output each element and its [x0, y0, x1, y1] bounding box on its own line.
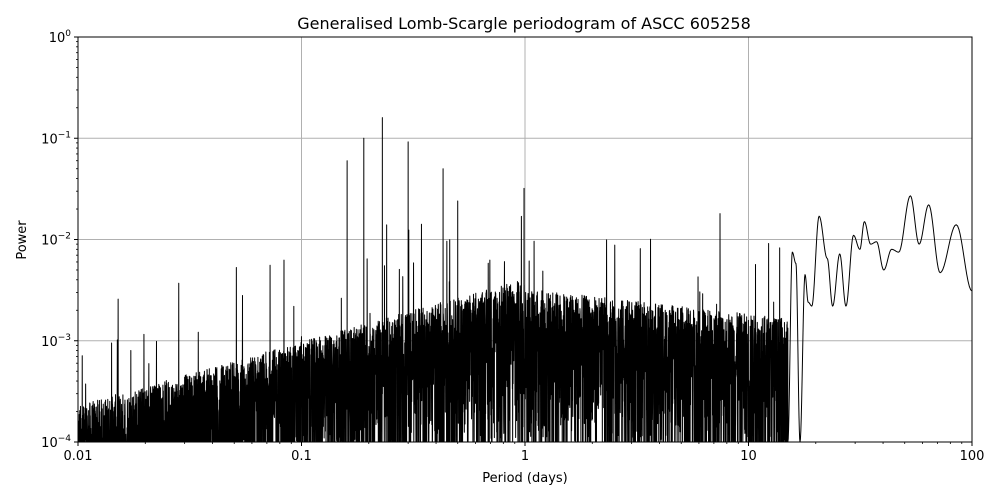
- x-tick-label: 10: [740, 449, 757, 464]
- series-line: [78, 117, 972, 442]
- x-tick-label: 0.01: [64, 449, 93, 464]
- y-axis-label: Power: [15, 220, 30, 260]
- chart-title: Generalised Lomb-Scargle periodogram of …: [297, 14, 751, 33]
- series-power: [78, 117, 972, 442]
- x-tick-label: 0.1: [291, 449, 312, 464]
- x-tick-label: 1: [521, 449, 529, 464]
- x-tick-label: 100: [960, 449, 985, 464]
- x-axis-label: Period (days): [482, 471, 568, 486]
